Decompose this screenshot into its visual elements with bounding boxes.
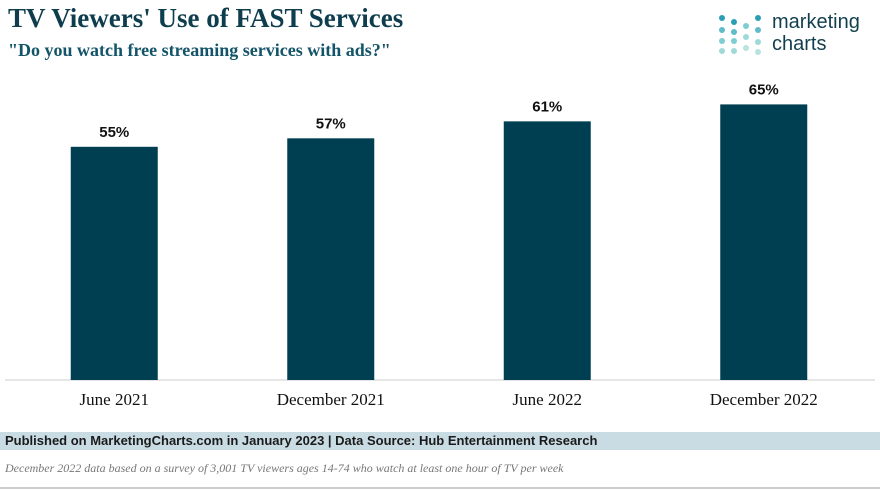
chart-title: TV Viewers' Use of FAST Services (8, 3, 403, 33)
bar (503, 121, 591, 381)
source: Published on MarketingCharts.com in Janu… (5, 433, 597, 448)
x-tick-label: June 2021 (80, 390, 149, 409)
bar (287, 138, 375, 380)
value-label: 65% (749, 81, 779, 98)
note: December 2022 data based on a survey of … (4, 461, 564, 475)
bar (70, 146, 158, 380)
x-tick-label: December 2021 (277, 390, 385, 409)
logo-dots (719, 15, 761, 55)
chart-subtitle: "Do you watch free streaming services wi… (8, 40, 391, 60)
x-tick-label: June 2022 (513, 390, 582, 409)
value-label: 57% (316, 115, 346, 132)
logo-text: marketing (772, 11, 860, 33)
value-label: 55% (99, 124, 129, 141)
bar (720, 104, 808, 381)
logo-text: charts (772, 33, 826, 55)
source-band (0, 432, 880, 450)
x-tick-label: December 2022 (710, 390, 818, 409)
value-label: 61% (532, 98, 562, 115)
